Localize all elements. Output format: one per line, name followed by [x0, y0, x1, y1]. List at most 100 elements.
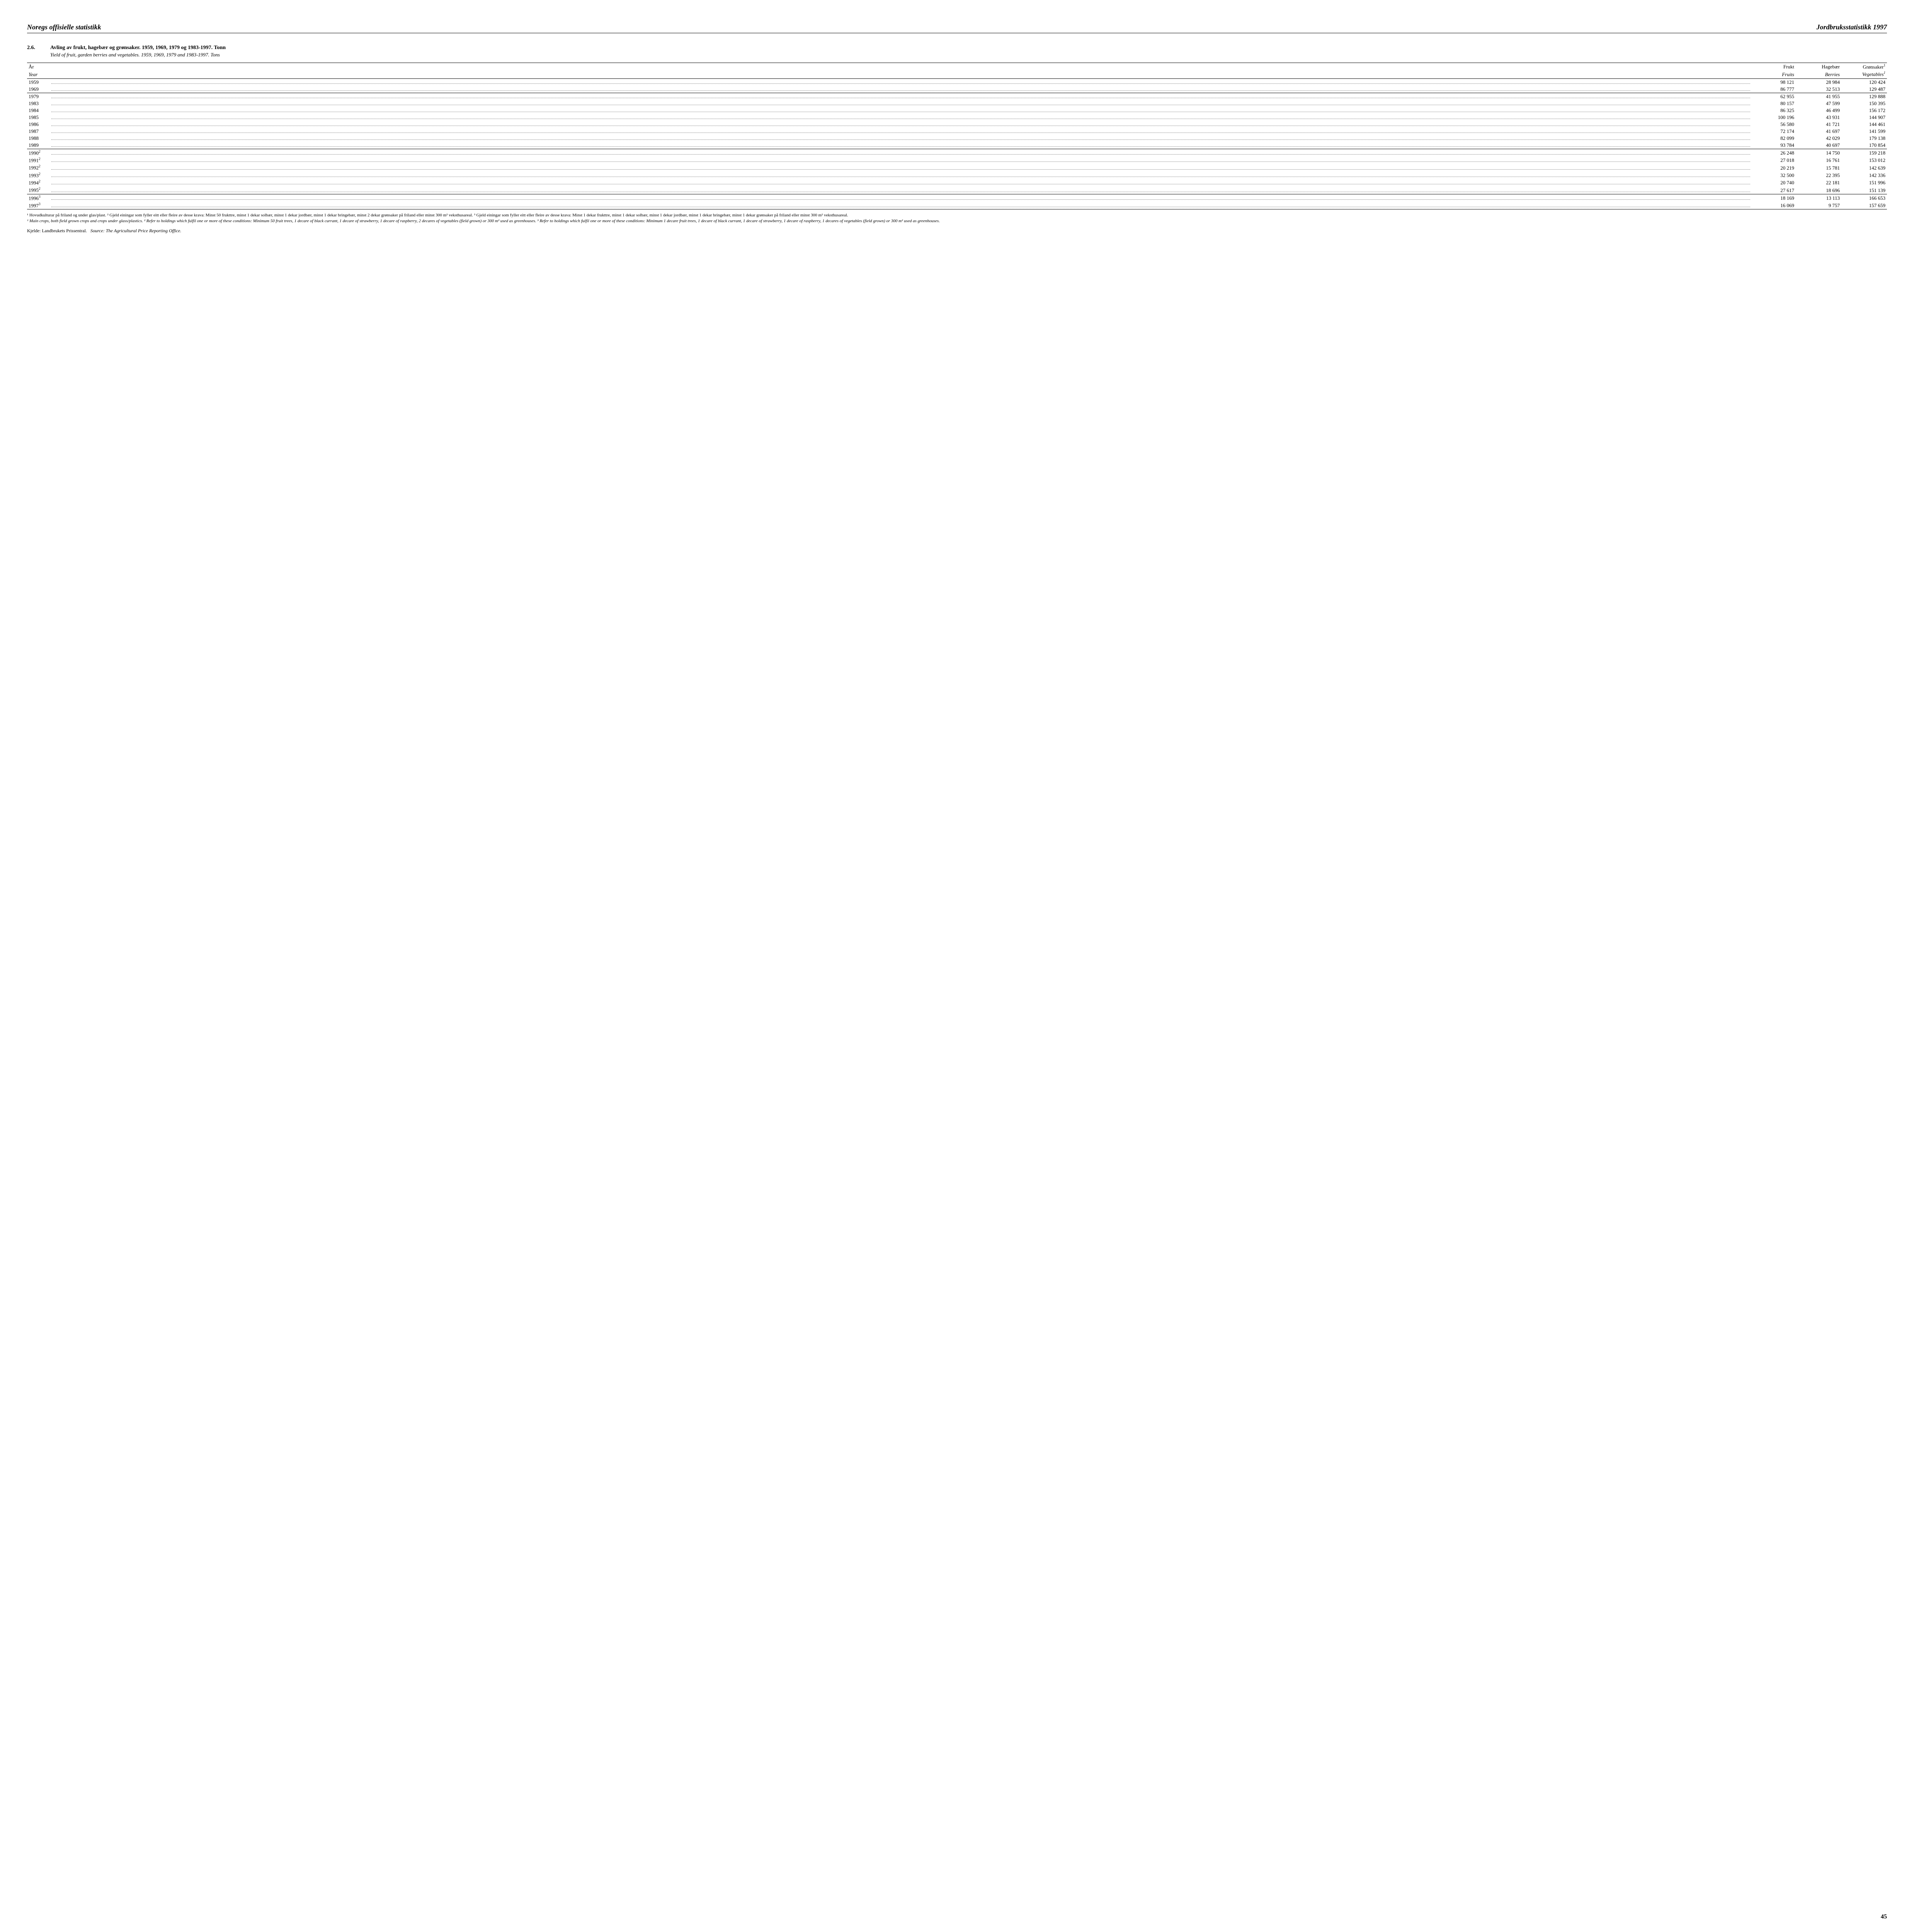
table-row: 1990226 24814 750159 218	[27, 149, 1887, 156]
cell-fruit: 56 580	[1750, 121, 1796, 128]
cell-leader	[51, 121, 1750, 128]
table-row: 198380 15747 599150 395	[27, 100, 1887, 107]
cell-fruit: 100 196	[1750, 114, 1796, 121]
cell-year: 1989	[27, 142, 51, 149]
cell-veg: 129 888	[1841, 93, 1887, 100]
cell-berries: 47 599	[1796, 100, 1841, 107]
section-number: 2.6.	[27, 45, 43, 51]
cell-fruit: 72 174	[1750, 128, 1796, 135]
col-fruit-no: Frukt	[1750, 63, 1796, 71]
table-row: 198656 58041 721144 461	[27, 121, 1887, 128]
cell-year: 1986	[27, 121, 51, 128]
table-row: 1991227 01816 761153 012	[27, 156, 1887, 164]
col-year-en: Year	[27, 70, 1750, 78]
cell-fruit: 98 121	[1750, 78, 1796, 86]
cell-berries: 42 029	[1796, 135, 1841, 142]
source-en: Source: The Agricultural Price Reporting…	[90, 228, 181, 233]
cell-berries: 13 113	[1796, 194, 1841, 202]
table-row: 1959 98 12128 984120 424	[27, 78, 1887, 86]
section-title: Avling av frukt, hagebær og grønsaker. 1…	[50, 45, 226, 51]
cell-berries: 41 697	[1796, 128, 1841, 135]
cell-fruit: 80 157	[1750, 100, 1796, 107]
table-row: 198486 32546 499156 172	[27, 107, 1887, 114]
cell-berries: 18 696	[1796, 186, 1841, 194]
cell-berries: 16 761	[1796, 156, 1841, 164]
source-no: Kjelde: Landbrukets Prissentral.	[27, 228, 87, 233]
cell-leader	[51, 78, 1750, 86]
table-row: 19963 18 16913 113166 653	[27, 194, 1887, 202]
cell-leader	[51, 156, 1750, 164]
table-row: 1994220 74022 181151 996	[27, 179, 1887, 186]
cell-fruit: 86 777	[1750, 86, 1796, 93]
cell-fruit: 26 248	[1750, 149, 1796, 156]
cell-veg: 157 659	[1841, 202, 1887, 209]
cell-veg: 151 139	[1841, 186, 1887, 194]
cell-year: 1985	[27, 114, 51, 121]
cell-veg: 151 996	[1841, 179, 1887, 186]
footnotes: ¹ Hovudkulturar på friland og under glas…	[27, 213, 1887, 224]
cell-leader	[51, 128, 1750, 135]
cell-berries: 41 955	[1796, 93, 1841, 100]
col-fruit-en: Fruits	[1750, 70, 1796, 78]
cell-fruit: 62 955	[1750, 93, 1796, 100]
page-header: Noregs offisielle statistikk Jordbruksst…	[27, 23, 1887, 33]
cell-berries: 46 499	[1796, 107, 1841, 114]
cell-veg: 142 639	[1841, 164, 1887, 171]
cell-berries: 28 984	[1796, 78, 1841, 86]
col-year-no: År	[27, 63, 1750, 71]
table-row: 19922 20 21915 781142 639	[27, 164, 1887, 171]
col-veg-en: Vegetables1	[1841, 70, 1887, 78]
table-body: 1959 98 12128 984120 424196986 77732 5131…	[27, 78, 1887, 209]
cell-veg: 170 854	[1841, 142, 1887, 149]
cell-veg: 144 907	[1841, 114, 1887, 121]
section-subtitle: Yield of fruit, garden berries and veget…	[50, 52, 1887, 58]
cell-year: 19942	[27, 179, 51, 186]
cell-fruit: 16 069	[1750, 202, 1796, 209]
cell-berries: 43 931	[1796, 114, 1841, 121]
cell-leader	[51, 149, 1750, 156]
cell-year: 1987	[27, 128, 51, 135]
cell-year: 19963	[27, 194, 51, 202]
cell-veg: 166 653	[1841, 194, 1887, 202]
cell-leader	[51, 186, 1750, 194]
cell-veg: 179 138	[1841, 135, 1887, 142]
cell-veg: 129 487	[1841, 86, 1887, 93]
cell-leader	[51, 164, 1750, 171]
cell-leader	[51, 86, 1750, 93]
section-heading: 2.6. Avling av frukt, hagebær og grønsak…	[27, 45, 1887, 51]
cell-year: 1984	[27, 107, 51, 114]
cell-veg: 159 218	[1841, 149, 1887, 156]
cell-berries: 40 697	[1796, 142, 1841, 149]
col-veg-no: Grønsaker1	[1841, 63, 1887, 71]
cell-year: 1959	[27, 78, 51, 86]
cell-fruit: 93 784	[1750, 142, 1796, 149]
cell-leader	[51, 114, 1750, 121]
header-right: Jordbruksstatistikk 1997	[1816, 23, 1887, 31]
cell-veg: 120 424	[1841, 78, 1887, 86]
cell-berries: 14 750	[1796, 149, 1841, 156]
cell-leader	[51, 172, 1750, 179]
cell-year: 19973	[27, 202, 51, 209]
header-left: Noregs offisielle statistikk	[27, 23, 101, 31]
page-number: 45	[1881, 1913, 1887, 1920]
cell-fruit: 18 169	[1750, 194, 1796, 202]
table-row: 1979 62 95541 955129 888	[27, 93, 1887, 100]
cell-berries: 41 721	[1796, 121, 1841, 128]
cell-fruit: 27 617	[1750, 186, 1796, 194]
cell-year: 1979	[27, 93, 51, 100]
cell-fruit: 20 219	[1750, 164, 1796, 171]
source-line: Kjelde: Landbrukets Prissentral. Source:…	[27, 228, 1887, 234]
cell-veg: 153 012	[1841, 156, 1887, 164]
cell-leader	[51, 194, 1750, 202]
cell-veg: 141 599	[1841, 128, 1887, 135]
table-row: 1985 100 19643 931144 907	[27, 114, 1887, 121]
cell-berries: 32 513	[1796, 86, 1841, 93]
cell-fruit: 20 740	[1750, 179, 1796, 186]
cell-year: 19932	[27, 172, 51, 179]
cell-berries: 15 781	[1796, 164, 1841, 171]
cell-year: 19922	[27, 164, 51, 171]
table-row: 196986 77732 513129 487	[27, 86, 1887, 93]
cell-leader	[51, 135, 1750, 142]
cell-fruit: 27 018	[1750, 156, 1796, 164]
table-row: 1995227 61718 696151 139	[27, 186, 1887, 194]
